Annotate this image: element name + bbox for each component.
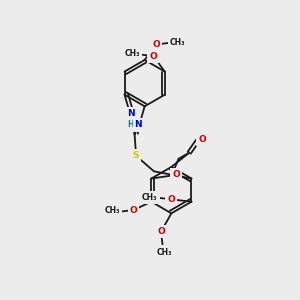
Text: O: O — [172, 170, 180, 179]
Text: O: O — [150, 52, 157, 61]
Text: O: O — [157, 227, 165, 236]
Text: N: N — [135, 120, 142, 129]
Text: CH₃: CH₃ — [124, 50, 140, 58]
Text: O: O — [152, 40, 160, 49]
Text: CH₃: CH₃ — [104, 206, 120, 215]
Text: N: N — [127, 109, 135, 118]
Text: O: O — [167, 195, 175, 204]
Text: O: O — [198, 134, 206, 143]
Text: H: H — [128, 120, 134, 129]
Text: CH₃: CH₃ — [169, 38, 185, 47]
Text: S: S — [133, 152, 139, 160]
Text: O: O — [130, 206, 137, 214]
Text: CH₃: CH₃ — [142, 193, 158, 202]
Text: CH₃: CH₃ — [156, 248, 172, 257]
